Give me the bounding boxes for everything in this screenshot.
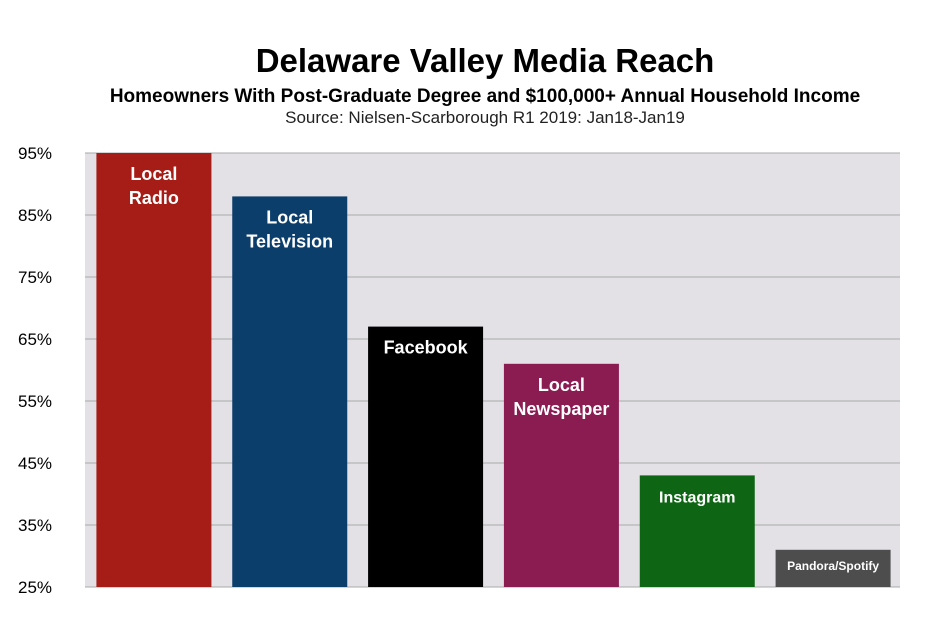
bar-label: Local [538, 375, 585, 395]
y-tick-label: 65% [18, 330, 52, 349]
bar-label: Facebook [384, 338, 469, 358]
bar [368, 326, 484, 587]
y-tick-label: 55% [18, 392, 52, 411]
bar [232, 196, 348, 587]
y-tick-label: 95% [18, 144, 52, 163]
bar-label: Pandora/Spotify [787, 559, 879, 573]
y-tick-label: 85% [18, 206, 52, 225]
bar [775, 549, 891, 587]
chart-title: Delaware Valley Media Reach [255, 42, 715, 79]
bar [503, 363, 619, 587]
bar [639, 475, 755, 587]
y-tick-label: 75% [18, 268, 52, 287]
y-tick-label: 45% [18, 454, 52, 473]
bar-label: Local [130, 164, 177, 184]
bar-label: Radio [129, 188, 179, 208]
y-tick-label: 25% [18, 578, 52, 597]
bar-label: Newspaper [513, 399, 609, 419]
chart-source: Source: Nielsen-Scarborough R1 2019: Jan… [285, 108, 685, 127]
bar [96, 153, 212, 587]
y-tick-label: 35% [18, 516, 52, 535]
bar-label: Television [246, 231, 333, 251]
chart-subtitle: Homeowners With Post-Graduate Degree and… [109, 86, 861, 107]
bar-label: Instagram [659, 489, 735, 506]
bar-label: Local [266, 207, 313, 227]
plot-background [85, 153, 900, 587]
